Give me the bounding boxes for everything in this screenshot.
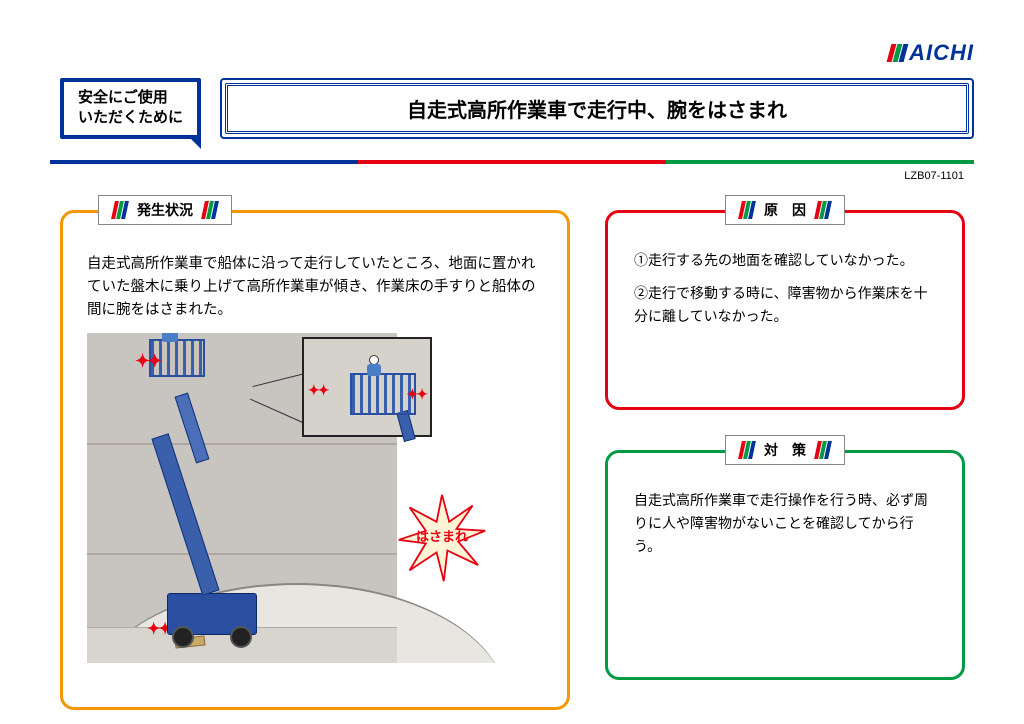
measure-label-text: 対 策 (764, 440, 806, 460)
usage-line2: いただくために (78, 108, 183, 128)
burst-label: はさまれ (416, 527, 468, 548)
brand-logo: AICHI (889, 40, 974, 68)
logo-stripes-icon (889, 42, 907, 68)
label-bars-icon (740, 441, 754, 459)
label-bars-icon (816, 441, 830, 459)
cause-label-text: 原 因 (764, 200, 806, 220)
usage-line1: 安全にご使用 (78, 88, 183, 108)
label-bars-icon (203, 201, 217, 219)
inset-worker (364, 355, 386, 377)
title-box: 自走式高所作業車で走行中、腕をはさまれ (220, 78, 974, 139)
label-bars-icon (740, 201, 754, 219)
divider-bar (50, 160, 974, 164)
label-bars-icon (113, 201, 127, 219)
situation-body: 自走式高所作業車で船体に沿って走行していたところ、地面に置かれていた盤木に乗り上… (63, 213, 567, 683)
measure-text: 自走式高所作業車で走行操作を行う時、必ず周りに人や障害物がないことを確認してから… (634, 489, 936, 558)
cause-item-2: ②走行で移動する時に、障害物から作業床を十分に離していなかった。 (634, 282, 936, 328)
worker-figure (159, 333, 183, 343)
impact-marks-icon: ✦✦ (135, 347, 159, 376)
pinch-starburst: はさまれ (397, 493, 487, 583)
safety-bulletin-page: AICHI 安全にご使用 いただくために 自走式高所作業車で走行中、腕をはさまれ… (50, 50, 974, 704)
inset-impact-icon: ✦✦ (407, 383, 426, 405)
cause-panel: 原 因 ①走行する先の地面を確認していなかった。 ②走行で移動する時に、障害物か… (605, 210, 965, 410)
inset-impact-icon: ✦✦ (308, 379, 327, 401)
header-row: 安全にご使用 いただくために 自走式高所作業車で走行中、腕をはさまれ (50, 78, 974, 138)
cause-item-1: ①走行する先の地面を確認していなかった。 (634, 249, 936, 272)
usage-notice-box: 安全にご使用 いただくために (60, 78, 201, 139)
wheel-icon (172, 626, 194, 648)
measure-body: 自走式高所作業車で走行操作を行う時、必ず周りに人や障害物がないことを確認してから… (608, 453, 962, 578)
page-title: 自走式高所作業車で走行中、腕をはさまれ (225, 83, 969, 134)
situation-label-text: 発生状況 (137, 200, 193, 220)
situation-label: 発生状況 (98, 195, 232, 225)
situation-panel: 発生状況 自走式高所作業車で船体に沿って走行していたところ、地面に置かれていた盤… (60, 210, 570, 710)
situation-text: 自走式高所作業車で船体に沿って走行していたところ、地面に置かれていた盤木に乗り上… (87, 253, 543, 323)
document-code: LZB07-1101 (904, 170, 964, 182)
incident-illustration: ✦✦ ✦✦ ✦✦ ✦✦ (87, 333, 547, 663)
measure-panel: 対 策 自走式高所作業車で走行操作を行う時、必ず周りに人や障害物がないことを確認… (605, 450, 965, 680)
measure-label: 対 策 (725, 435, 845, 465)
label-bars-icon (816, 201, 830, 219)
detail-inset: ✦✦ ✦✦ (302, 337, 432, 437)
vehicle-base (167, 593, 257, 635)
cause-label: 原 因 (725, 195, 845, 225)
logo-text: AICHI (909, 40, 974, 65)
wheel-icon (230, 626, 252, 648)
cause-body: ①走行する先の地面を確認していなかった。 ②走行で移動する時に、障害物から作業床… (608, 213, 962, 358)
